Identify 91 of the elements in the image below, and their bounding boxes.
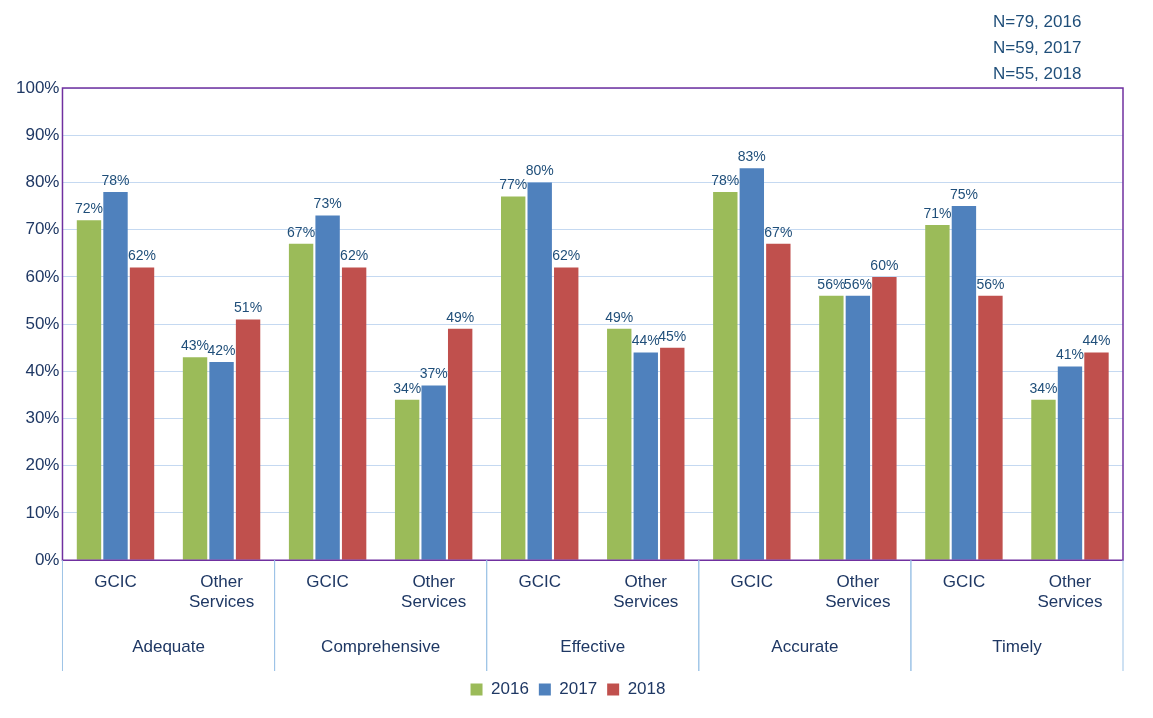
bar	[103, 191, 128, 560]
bar	[527, 182, 552, 560]
bar	[978, 295, 1003, 560]
data-label: 41%	[1055, 346, 1084, 363]
bar	[315, 215, 340, 560]
y-tick-label: 100%	[16, 77, 60, 97]
y-tick-label: 30%	[25, 408, 60, 428]
bar	[1031, 399, 1056, 560]
bar	[421, 385, 446, 560]
bar	[819, 295, 844, 560]
data-label: 62%	[552, 247, 581, 264]
y-tick-label: 20%	[25, 455, 60, 475]
data-label: 73%	[313, 195, 342, 212]
x-tick-label: GCIC	[518, 572, 561, 592]
data-label: 67%	[287, 223, 316, 240]
bar	[341, 267, 367, 560]
text: N=55, 2018	[993, 64, 1082, 84]
bar	[235, 319, 261, 560]
y-tick-label: 40%	[25, 361, 60, 381]
text: Comprehensive	[321, 637, 441, 657]
x-tick-label: GCIC	[730, 572, 774, 592]
y-tick-label: 90%	[25, 124, 60, 144]
x-tick-label: Other Services	[613, 572, 679, 612]
bar	[872, 276, 897, 560]
data-label: 83%	[737, 148, 766, 165]
x-tick-label: Other Services	[1037, 572, 1103, 612]
data-label: 72%	[74, 200, 104, 217]
y-tick-label: 50%	[25, 313, 60, 333]
x-tick-label: Other Services	[188, 572, 255, 612]
bar	[633, 352, 658, 560]
data-label: 49%	[446, 308, 475, 325]
data-label: 71%	[923, 204, 952, 221]
data-label: 77%	[499, 176, 528, 193]
x-tick-label: GCIC	[306, 572, 349, 592]
data-label: 80%	[525, 162, 554, 179]
text: N=59, 2017	[993, 38, 1082, 58]
x-tick-label: Other Services	[401, 572, 467, 612]
data-label: 78%	[101, 171, 130, 188]
data-label: 44%	[1082, 332, 1111, 349]
bar	[76, 220, 102, 560]
bar	[288, 243, 314, 560]
data-label: 44%	[631, 332, 660, 349]
data-label: 42%	[207, 341, 236, 358]
data-label: 60%	[870, 256, 899, 273]
bar	[951, 206, 977, 560]
data-label: 67%	[764, 223, 793, 240]
legend-label: 2018	[627, 679, 666, 699]
data-label: 62%	[128, 247, 157, 264]
y-tick-label: 70%	[25, 219, 60, 239]
data-label: 75%	[949, 185, 978, 202]
legend-label: 2017	[559, 679, 598, 699]
bar	[129, 267, 155, 560]
bar	[1084, 352, 1109, 560]
bar	[182, 357, 208, 560]
data-label: 37%	[419, 365, 448, 382]
legend-label: 2016	[491, 679, 529, 699]
data-label: 45%	[658, 327, 687, 344]
y-tick-label: 10%	[25, 502, 60, 522]
data-label: 56%	[843, 275, 872, 292]
x-tick-label: GCIC	[942, 572, 986, 592]
bar	[1057, 366, 1083, 560]
data-label: 62%	[340, 247, 369, 264]
bar	[925, 224, 950, 560]
bar	[739, 168, 765, 560]
y-tick-label: 0%	[34, 549, 60, 569]
data-label: 34%	[1029, 379, 1058, 396]
data-label: 78%	[711, 171, 740, 188]
text: Timely	[992, 637, 1043, 657]
data-label: 56%	[817, 275, 846, 292]
text: Effective	[560, 637, 626, 657]
bar	[501, 196, 526, 560]
text: Accurate	[771, 637, 839, 657]
bar	[607, 328, 632, 560]
bar	[766, 243, 791, 560]
data-label: 51%	[234, 299, 263, 316]
text: Adequate	[132, 637, 205, 657]
data-label: 49%	[605, 308, 634, 325]
bar	[554, 267, 579, 560]
bar	[845, 295, 871, 560]
bar	[713, 191, 738, 560]
y-tick-label: 80%	[25, 172, 60, 192]
bar	[660, 347, 685, 560]
x-tick-label: Other Services	[825, 572, 891, 612]
x-tick-label: GCIC	[94, 572, 137, 592]
data-label: 56%	[976, 275, 1005, 292]
y-tick-label: 60%	[25, 266, 60, 286]
bar	[394, 399, 420, 560]
text: N=79, 2016	[993, 12, 1082, 32]
bar	[209, 361, 234, 560]
data-label: 34%	[393, 379, 422, 396]
bar	[447, 328, 473, 560]
